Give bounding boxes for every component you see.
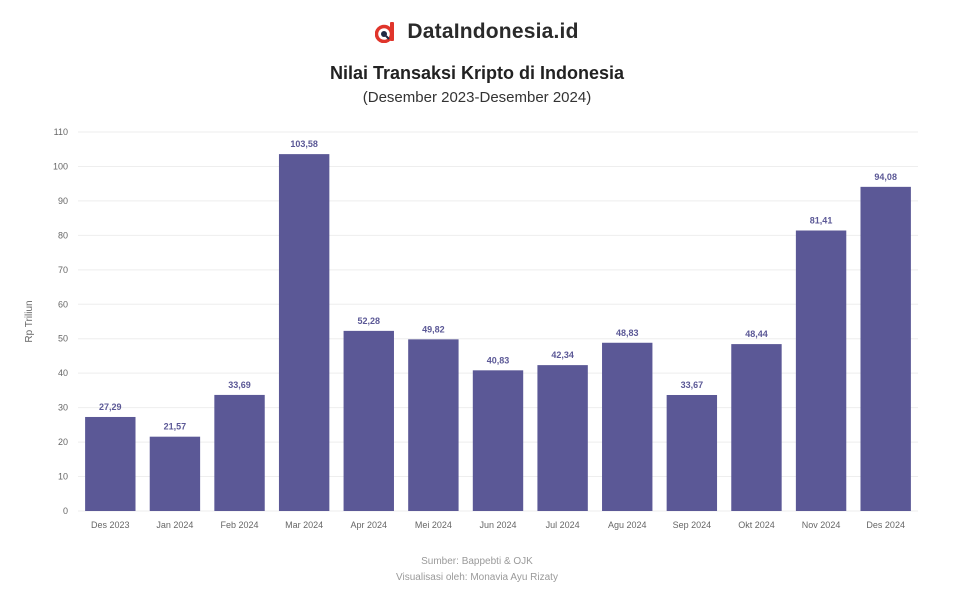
bar (408, 339, 459, 511)
source-note: Sumber: Bappebti & OJK (421, 556, 533, 567)
bar (85, 416, 136, 511)
x-tick-label: Apr 2024 (351, 520, 388, 530)
y-tick-label: 40 (58, 368, 68, 378)
y-tick-label: 20 (58, 437, 68, 447)
bar-value-label: 48,44 (745, 329, 768, 339)
bar (666, 394, 718, 511)
bar-value-label: 103,58 (290, 139, 318, 149)
x-tick-label: Mar 2024 (285, 520, 323, 530)
x-tick-label: Jan 2024 (156, 520, 193, 530)
bar (860, 186, 911, 512)
x-tick-label: Agu 2024 (608, 520, 647, 530)
chart-title: Nilai Transaksi Kripto di Indonesia (329, 63, 625, 83)
y-tick-label: 110 (54, 127, 68, 137)
x-tick-label: Jun 2024 (479, 520, 516, 530)
bar-value-label: 33,69 (228, 380, 251, 390)
bar-value-label: 33,67 (681, 380, 704, 390)
x-tick-label: Jul 2024 (546, 520, 580, 530)
brand-name: DataIndonesia.id (407, 20, 579, 43)
y-tick-label: 100 (53, 161, 68, 171)
credit-note: Visualisasi oleh: Monavia Ayu Rizaty (396, 572, 558, 583)
x-tick-label: Okt 2024 (738, 520, 775, 530)
y-tick-label: 80 (58, 230, 68, 240)
y-tick-label: 0 (63, 506, 68, 516)
bar (731, 344, 782, 511)
y-tick-label: 60 (58, 299, 68, 309)
x-tick-label: Des 2023 (91, 520, 130, 530)
bar-value-label: 40,83 (487, 355, 510, 365)
y-tick-label: 90 (58, 196, 68, 206)
y-tick-label: 30 (58, 403, 68, 413)
bar (278, 154, 330, 511)
bar-value-label: 94,08 (874, 172, 897, 182)
x-tick-label: Mei 2024 (415, 520, 452, 530)
brand-header: DataIndonesia.id (0, 20, 954, 44)
y-tick-label: 70 (58, 265, 68, 275)
bar-value-label: 48,83 (616, 328, 639, 338)
x-tick-label: Nov 2024 (802, 520, 841, 530)
bar-value-label: 21,57 (164, 422, 187, 432)
bar (149, 436, 201, 511)
y-axis-label: Rp Triliun (24, 300, 35, 342)
bar (343, 330, 394, 511)
bar-value-label: 27,29 (99, 402, 122, 412)
bar-value-label: 52,28 (358, 316, 381, 326)
bar-value-label: 42,34 (551, 350, 574, 360)
x-tick-label: Sep 2024 (673, 520, 712, 530)
x-tick-label: Feb 2024 (221, 520, 259, 530)
bar (795, 230, 847, 511)
bar (602, 342, 653, 511)
bar (214, 394, 265, 511)
y-tick-label: 10 (58, 472, 68, 482)
dataindonesia-logo-icon (375, 21, 397, 43)
bar-value-label: 49,82 (422, 324, 445, 334)
x-tick-label: Des 2024 (866, 520, 905, 530)
bar-value-label: 81,41 (810, 216, 833, 226)
y-tick-label: 50 (58, 334, 68, 344)
chart-subtitle: (Desember 2023-Desember 2024) (362, 89, 592, 106)
bar (472, 370, 524, 511)
bar (537, 365, 588, 511)
